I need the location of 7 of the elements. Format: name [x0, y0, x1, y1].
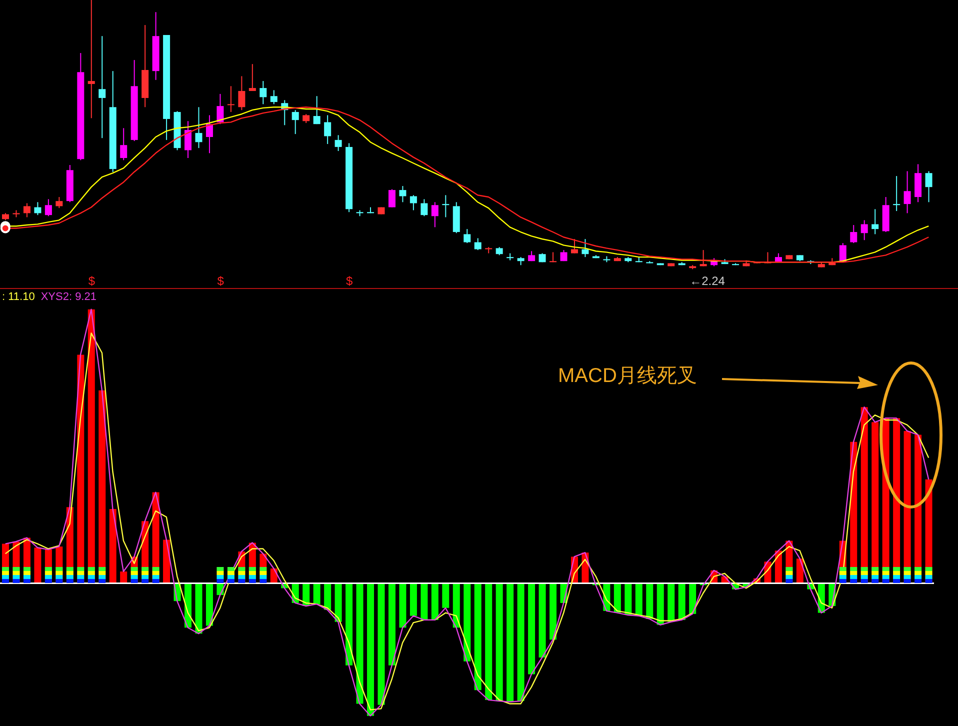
text: XYS2: 9.21: [40, 291, 96, 303]
text: $: [346, 274, 353, 288]
text: ←2.24: [690, 274, 725, 288]
text: $: [217, 274, 224, 288]
annotation: MACD月线死叉: [558, 364, 697, 389]
text: $: [88, 274, 96, 288]
text: : 11.10: [2, 291, 35, 303]
